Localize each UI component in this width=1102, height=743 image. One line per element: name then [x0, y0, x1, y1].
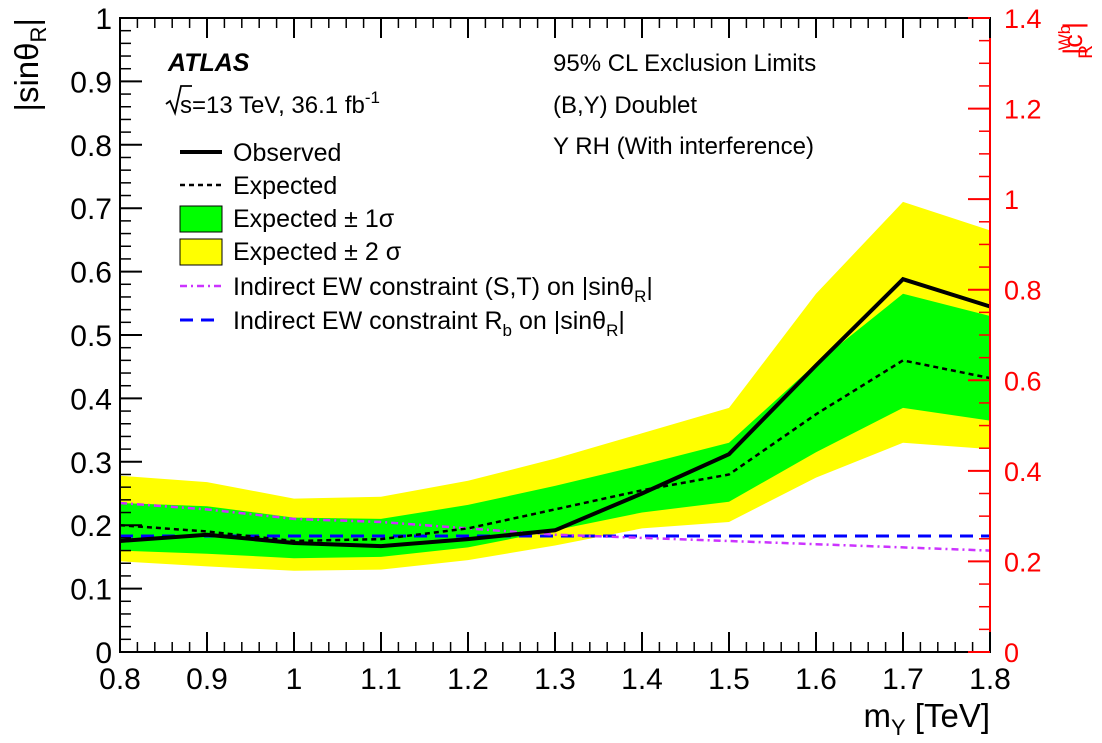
legend-label-band1: Expected ± 1σ	[233, 205, 395, 233]
legend-swatch-band2	[179, 238, 223, 266]
y-axis-title-sub: R	[26, 27, 51, 43]
annotation-3: Y RH (With interference)	[553, 133, 814, 160]
st-constraint-line	[119, 501, 991, 552]
legend-label-rb-sub: b	[503, 321, 512, 340]
legend-label-st-sub: R	[634, 287, 646, 306]
energy-sup: -1	[365, 88, 380, 107]
y2-tick-label: 1.4	[1004, 4, 1042, 34]
legend-label-rb-mid: on |sinθ	[512, 307, 606, 335]
y-tick-label: 0.2	[70, 510, 112, 543]
x-axis-title-sub: Y	[891, 715, 906, 740]
x-tick-label: 1.1	[360, 663, 402, 696]
y2-tick-label: 0.8	[1004, 276, 1042, 306]
legend-label-rb-end: |	[618, 307, 625, 335]
y2-tick-label: 0.6	[1004, 366, 1042, 396]
x-axis-title: mY [TeV]	[863, 697, 990, 740]
y-tick-label: 0.3	[70, 447, 112, 480]
legend-label-expected: Expected	[233, 172, 337, 200]
energy-label: s=13 TeV, 36.1 fb-1	[165, 85, 380, 119]
y2-axis-title-end: |	[1058, 22, 1088, 29]
atlas-label: ATLAS	[167, 49, 250, 77]
x-tick-label: 1.2	[447, 663, 489, 696]
y2-axis-title-sub: R	[1076, 45, 1097, 59]
legend-label-band2: Expected ± 2 σ	[233, 238, 402, 266]
lines-layer	[119, 276, 991, 552]
y2-tick-label: 0	[1004, 638, 1019, 668]
y-tick-label: 0	[95, 637, 112, 670]
y-tick-label: 1	[95, 3, 112, 36]
y2-tick-label: 1.2	[1004, 95, 1042, 125]
energy-text: s=13 TeV, 36.1 fb-1	[180, 88, 380, 119]
legend-label-observed: Observed	[233, 139, 341, 167]
observed-line	[119, 276, 991, 549]
x-tick-label: 1.7	[882, 663, 924, 696]
bands-layer	[120, 201, 990, 571]
x-tick-label: 1.6	[795, 663, 837, 696]
y-tick-label: 0.6	[70, 257, 112, 290]
x-tick-label: 1.8	[969, 663, 1011, 696]
y-tick-label: 0.9	[70, 66, 112, 99]
y-tick-label: 0.7	[70, 193, 112, 226]
legend-label-rb: Indirect EW constraint Rb on |sinθR|	[233, 307, 625, 340]
annotation-1: 95% CL Exclusion Limits	[553, 50, 816, 77]
y-axis-title: |sinθR|	[8, 18, 51, 112]
expected-line	[119, 359, 991, 543]
legend-swatch-band1	[179, 205, 223, 233]
band-1sigma	[120, 293, 990, 559]
legend-label-st: Indirect EW constraint (S,T) on |sinθR|	[233, 273, 653, 306]
legend: Observed Expected Expected ± 1σ Expected…	[179, 139, 653, 340]
y2-tick-label: 1	[1004, 185, 1019, 215]
x-tick-label: 0.8	[99, 663, 141, 696]
y2-axis-title-sup: Wb	[1055, 25, 1074, 51]
y-tick-label: 0.1	[70, 574, 112, 607]
y-axis-title-end: |	[8, 18, 45, 27]
x-tick-label: 1.4	[621, 663, 663, 696]
legend-label-rb-sub2: R	[606, 321, 618, 340]
y2-axis-title: |cWbR|	[1055, 22, 1097, 59]
ticks-layer: 0.8 0.9 1 1.1 1.2 1.3 1.4 1.5 1.6 1.7 1.800.10.20.…	[70, 3, 1041, 696]
x-tick-label: 0.9	[186, 663, 228, 696]
y-tick-label: 0.8	[70, 130, 112, 163]
annotation-2: (B,Y) Doublet	[553, 92, 697, 119]
y2-tick-label: 0.4	[1004, 457, 1042, 487]
x-tick-label: 1	[286, 663, 303, 696]
y-tick-label: 0.5	[70, 320, 112, 353]
x-tick-label: 1.3	[534, 663, 576, 696]
band-2sigma	[120, 201, 990, 571]
y2-tick-label: 0.2	[1004, 547, 1042, 577]
sqrt-symbol	[165, 85, 192, 116]
y-tick-label: 0.4	[70, 383, 112, 416]
x-tick-label: 1.5	[708, 663, 750, 696]
legend-label-st-end: |	[646, 273, 653, 301]
x-axis-title-unit: [TeV]	[906, 697, 990, 734]
